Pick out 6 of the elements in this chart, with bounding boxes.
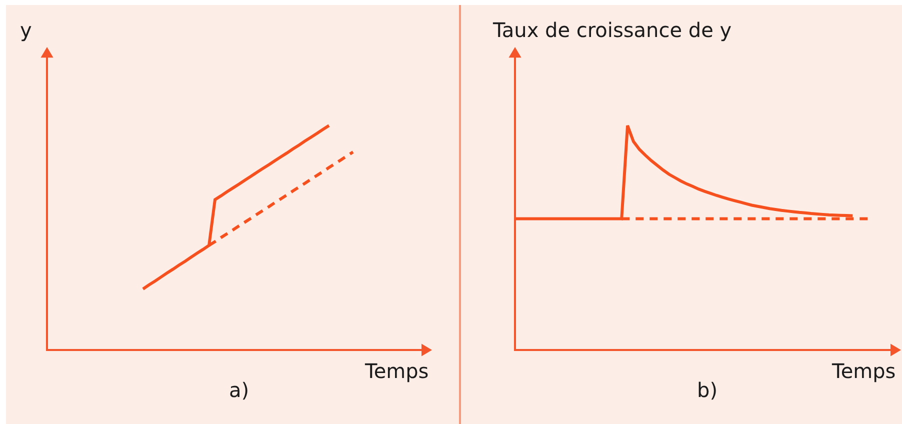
x-axis-title: Temps bbox=[364, 359, 429, 383]
text: b) bbox=[697, 378, 718, 402]
y-axis-title: y bbox=[20, 18, 32, 42]
y-axis-title: Taux de croissance de y bbox=[492, 18, 732, 42]
x-axis-title: Temps bbox=[831, 359, 896, 383]
text: a) bbox=[229, 378, 250, 402]
